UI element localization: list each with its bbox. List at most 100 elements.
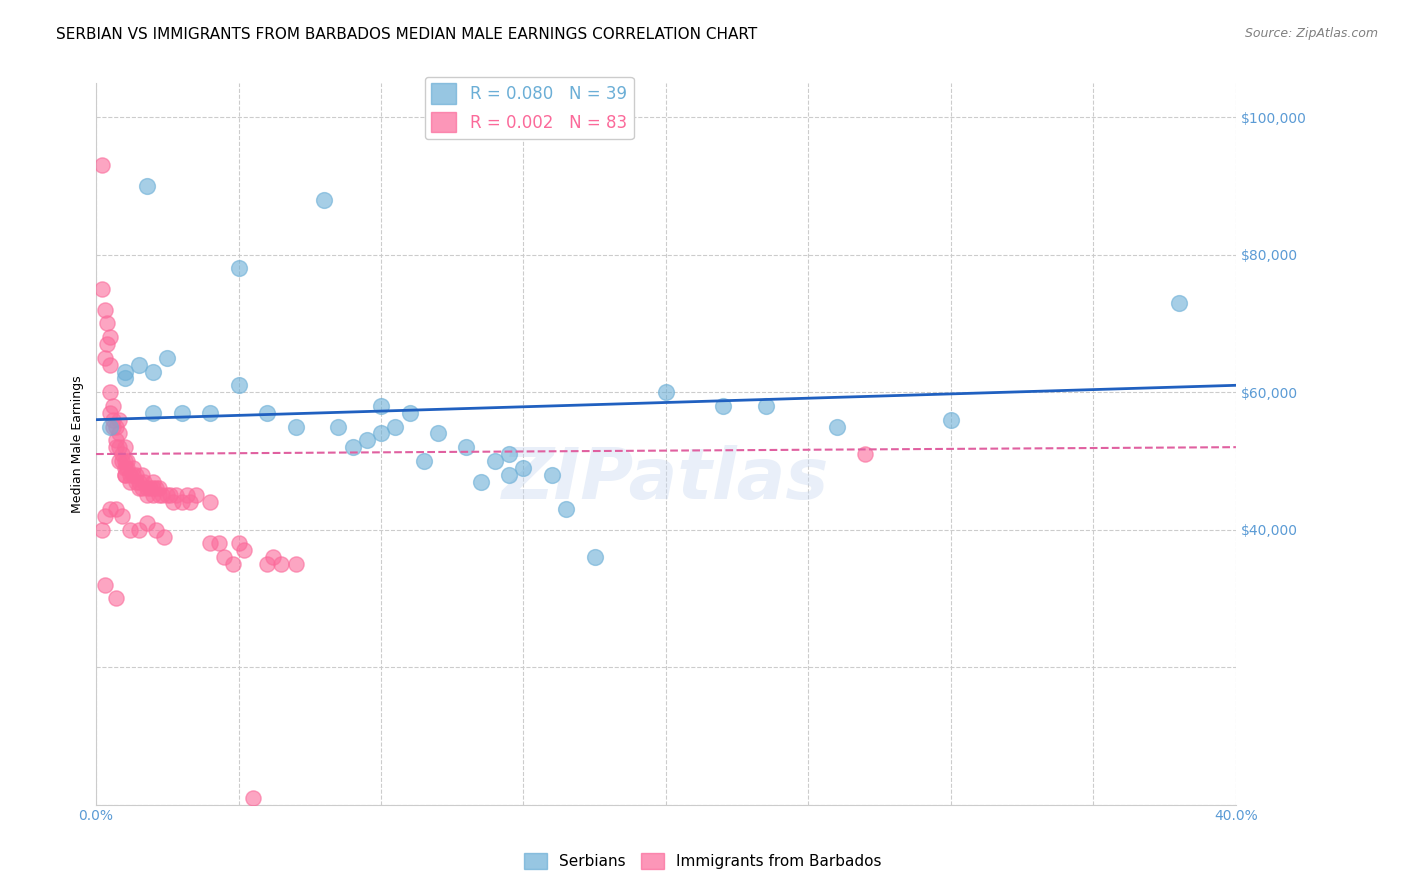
Immigrants from Barbados [114, 460, 136, 475]
Serbians [284, 419, 307, 434]
Serbians [512, 460, 534, 475]
Serbians [136, 178, 159, 193]
Immigrants from Barbados [98, 502, 121, 516]
Immigrants from Barbados [142, 482, 165, 496]
Immigrants from Barbados [198, 536, 221, 550]
Immigrants from Barbados [90, 158, 112, 172]
Serbians [1167, 295, 1189, 310]
Immigrants from Barbados [136, 488, 159, 502]
Serbians [555, 502, 578, 516]
Serbians [825, 419, 848, 434]
Serbians [128, 358, 150, 372]
Immigrants from Barbados [111, 508, 134, 523]
Immigrants from Barbados [256, 557, 278, 571]
Immigrants from Barbados [96, 337, 118, 351]
Serbians [470, 475, 492, 489]
Immigrants from Barbados [114, 454, 136, 468]
Immigrants from Barbados [233, 543, 256, 558]
Immigrants from Barbados [262, 550, 284, 565]
Immigrants from Barbados [170, 495, 193, 509]
Immigrants from Barbados [150, 488, 173, 502]
Serbians [228, 378, 250, 392]
Immigrants from Barbados [90, 523, 112, 537]
Immigrants from Barbados [148, 482, 170, 496]
Immigrants from Barbados [136, 482, 159, 496]
Serbians [427, 426, 450, 441]
Immigrants from Barbados [93, 577, 115, 591]
Immigrants from Barbados [111, 454, 134, 468]
Legend: R = 0.080   N = 39, R = 0.002   N = 83: R = 0.080 N = 39, R = 0.002 N = 83 [425, 77, 634, 139]
Immigrants from Barbados [125, 467, 148, 482]
Immigrants from Barbados [153, 529, 176, 543]
Immigrants from Barbados [101, 412, 124, 426]
Immigrants from Barbados [284, 557, 307, 571]
Immigrants from Barbados [214, 550, 236, 565]
Text: Source: ZipAtlas.com: Source: ZipAtlas.com [1244, 27, 1378, 40]
Immigrants from Barbados [104, 419, 127, 434]
Immigrants from Barbados [90, 282, 112, 296]
Immigrants from Barbados [142, 475, 165, 489]
Immigrants from Barbados [145, 523, 167, 537]
Immigrants from Barbados [96, 317, 118, 331]
Immigrants from Barbados [128, 523, 150, 537]
Immigrants from Barbados [128, 482, 150, 496]
Serbians [312, 193, 335, 207]
Immigrants from Barbados [855, 447, 877, 461]
Text: ZIPatlas: ZIPatlas [502, 445, 830, 515]
Legend: Serbians, Immigrants from Barbados: Serbians, Immigrants from Barbados [517, 847, 889, 875]
Immigrants from Barbados [207, 536, 229, 550]
Serbians [98, 419, 121, 434]
Immigrants from Barbados [104, 591, 127, 606]
Immigrants from Barbados [114, 467, 136, 482]
Immigrants from Barbados [98, 385, 121, 400]
Serbians [342, 440, 364, 454]
Immigrants from Barbados [242, 790, 264, 805]
Immigrants from Barbados [104, 502, 127, 516]
Serbians [156, 351, 179, 365]
Serbians [142, 406, 165, 420]
Immigrants from Barbados [114, 467, 136, 482]
Immigrants from Barbados [125, 475, 148, 489]
Immigrants from Barbados [93, 351, 115, 365]
Serbians [328, 419, 350, 434]
Immigrants from Barbados [120, 467, 142, 482]
Serbians [398, 406, 420, 420]
Y-axis label: Median Male Earnings: Median Male Earnings [72, 375, 84, 513]
Serbians [370, 426, 392, 441]
Immigrants from Barbados [159, 488, 181, 502]
Immigrants from Barbados [139, 482, 162, 496]
Immigrants from Barbados [117, 454, 139, 468]
Immigrants from Barbados [184, 488, 207, 502]
Serbians [755, 399, 778, 413]
Immigrants from Barbados [128, 475, 150, 489]
Text: SERBIAN VS IMMIGRANTS FROM BARBADOS MEDIAN MALE EARNINGS CORRELATION CHART: SERBIAN VS IMMIGRANTS FROM BARBADOS MEDI… [56, 27, 758, 42]
Immigrants from Barbados [270, 557, 292, 571]
Serbians [498, 467, 520, 482]
Immigrants from Barbados [176, 488, 198, 502]
Immigrants from Barbados [108, 440, 131, 454]
Immigrants from Barbados [148, 488, 170, 502]
Immigrants from Barbados [179, 495, 201, 509]
Serbians [370, 399, 392, 413]
Serbians [356, 434, 378, 448]
Serbians [142, 365, 165, 379]
Immigrants from Barbados [228, 536, 250, 550]
Immigrants from Barbados [131, 482, 153, 496]
Serbians [384, 419, 406, 434]
Immigrants from Barbados [122, 467, 145, 482]
Immigrants from Barbados [93, 302, 115, 317]
Serbians [711, 399, 734, 413]
Serbians [170, 406, 193, 420]
Serbians [228, 261, 250, 276]
Serbians [583, 550, 606, 565]
Immigrants from Barbados [162, 495, 184, 509]
Immigrants from Barbados [134, 475, 156, 489]
Immigrants from Barbados [117, 460, 139, 475]
Immigrants from Barbados [108, 412, 131, 426]
Serbians [256, 406, 278, 420]
Immigrants from Barbados [165, 488, 187, 502]
Immigrants from Barbados [122, 460, 145, 475]
Serbians [198, 406, 221, 420]
Serbians [412, 454, 434, 468]
Immigrants from Barbados [104, 440, 127, 454]
